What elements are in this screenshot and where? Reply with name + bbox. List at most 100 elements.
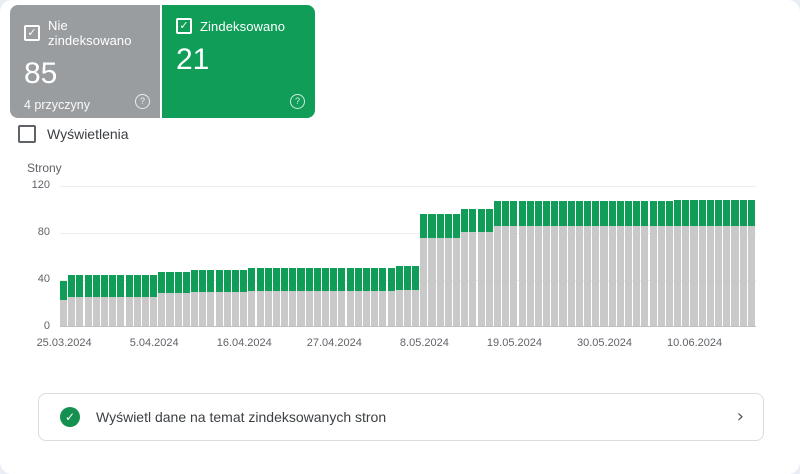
bar-segment-not-indexed bbox=[502, 226, 510, 326]
bar-segment-not-indexed bbox=[551, 226, 559, 326]
bar-segment-not-indexed bbox=[240, 291, 248, 326]
bar-segment-not-indexed bbox=[608, 226, 616, 326]
bar bbox=[747, 200, 755, 326]
bar-segment-indexed bbox=[92, 275, 100, 297]
bar bbox=[502, 201, 510, 326]
bar bbox=[166, 271, 174, 326]
bar bbox=[543, 201, 551, 326]
bar-segment-indexed bbox=[600, 201, 608, 227]
bar-segment-not-indexed bbox=[674, 226, 682, 326]
bar-segment-indexed bbox=[150, 275, 158, 297]
bar-segment-indexed bbox=[338, 268, 346, 291]
bar bbox=[616, 201, 624, 326]
bar bbox=[731, 200, 739, 326]
x-tick-label: 19.05.2024 bbox=[486, 337, 542, 349]
bar-segment-indexed bbox=[362, 268, 371, 291]
bar-segment-not-indexed bbox=[698, 226, 706, 326]
bar-segment-indexed bbox=[412, 266, 420, 290]
view-indexed-data-banner[interactable]: ✓ Wyświetl dane na temat zindeksowanych … bbox=[38, 393, 764, 441]
bar-segment-indexed bbox=[256, 268, 264, 291]
bar-segment-not-indexed bbox=[592, 226, 600, 326]
chevron-right-icon[interactable]: › bbox=[736, 406, 744, 427]
bar-segment-indexed bbox=[199, 269, 207, 292]
bar-segment-indexed bbox=[354, 268, 362, 291]
bar-segment-not-indexed bbox=[616, 226, 624, 326]
bar-segment-indexed bbox=[444, 214, 452, 238]
bar bbox=[510, 201, 518, 326]
bar-segment-indexed bbox=[485, 208, 493, 232]
bar bbox=[575, 201, 583, 326]
bar bbox=[231, 269, 240, 326]
bar-segment-not-indexed bbox=[305, 290, 313, 326]
bar-segment-indexed bbox=[715, 200, 723, 227]
bar bbox=[109, 275, 117, 326]
bar bbox=[657, 201, 665, 326]
bar-segment-not-indexed bbox=[191, 291, 199, 326]
bar-segment-not-indexed bbox=[690, 226, 698, 326]
bar-segment-not-indexed bbox=[141, 296, 149, 326]
bar-segment-indexed bbox=[371, 268, 379, 291]
bar-segment-indexed bbox=[166, 271, 174, 294]
help-icon[interactable]: ? bbox=[290, 94, 305, 109]
bar bbox=[133, 275, 141, 326]
bar-segment-not-indexed bbox=[297, 290, 305, 326]
bar-segment-indexed bbox=[281, 268, 289, 291]
bar bbox=[477, 208, 485, 326]
bar-segment-indexed bbox=[723, 200, 731, 227]
bar bbox=[715, 200, 723, 326]
help-icon[interactable]: ? bbox=[135, 94, 150, 109]
bar bbox=[665, 201, 673, 326]
bar bbox=[371, 268, 379, 326]
bar-segment-indexed bbox=[109, 275, 117, 297]
bar-segment-not-indexed bbox=[395, 289, 403, 326]
bar-segment-not-indexed bbox=[68, 296, 76, 326]
bar-segment-not-indexed bbox=[518, 226, 526, 326]
card-indexed[interactable]: ✓ Zindeksowano 21 ? bbox=[162, 5, 315, 118]
bar bbox=[84, 275, 92, 326]
bar-segment-indexed bbox=[698, 200, 706, 227]
card-not-indexed-subtitle: 4 przyczyny bbox=[24, 98, 90, 112]
bar bbox=[207, 269, 215, 326]
x-tick-label: 10.06.2024 bbox=[667, 337, 723, 349]
bar-segment-not-indexed bbox=[330, 290, 338, 326]
bar-segment-indexed bbox=[182, 271, 190, 294]
bar-segment-indexed bbox=[575, 201, 583, 227]
bar-segment-indexed bbox=[322, 268, 330, 291]
bar bbox=[272, 268, 280, 326]
bar-segment-not-indexed bbox=[469, 232, 477, 326]
bar-segment-not-indexed bbox=[84, 296, 92, 326]
bar-segment-indexed bbox=[420, 214, 428, 238]
checkbox-indexed[interactable]: ✓ bbox=[176, 18, 192, 34]
bar-segment-not-indexed bbox=[346, 290, 354, 326]
bar-segment-not-indexed bbox=[485, 232, 493, 326]
checkbox-impressions[interactable] bbox=[18, 125, 36, 143]
bar bbox=[240, 269, 248, 326]
bar-segment-not-indexed bbox=[526, 226, 534, 326]
banner-text: Wyświetl dane na temat zindeksowanych st… bbox=[96, 409, 387, 425]
bar bbox=[493, 201, 502, 326]
impressions-toggle[interactable]: Wyświetlenia bbox=[18, 125, 129, 143]
bar-segment-not-indexed bbox=[665, 226, 673, 326]
bar-segment-not-indexed bbox=[731, 226, 739, 326]
bar-segment-not-indexed bbox=[534, 226, 542, 326]
card-not-indexed[interactable]: ✓ Nie zindeksowano 85 4 przyczyny ? bbox=[10, 5, 160, 118]
x-tick-label: 25.03.2024 bbox=[36, 337, 92, 349]
bar bbox=[387, 268, 395, 326]
bar bbox=[174, 271, 182, 326]
bar-segment-indexed bbox=[428, 214, 436, 238]
x-tick-label: 30.05.2024 bbox=[576, 337, 633, 349]
bar bbox=[682, 200, 690, 326]
plot-area[interactable] bbox=[60, 186, 756, 327]
bar-segment-indexed bbox=[133, 275, 141, 297]
bar bbox=[182, 271, 190, 326]
bar bbox=[199, 269, 207, 326]
bar bbox=[674, 200, 682, 326]
bar bbox=[559, 201, 567, 326]
bar-segment-not-indexed bbox=[117, 296, 125, 326]
bar-segment-indexed bbox=[747, 200, 755, 227]
bar bbox=[428, 214, 436, 326]
checkbox-not-indexed[interactable]: ✓ bbox=[24, 25, 40, 41]
bar-segment-indexed bbox=[584, 201, 592, 227]
bar bbox=[485, 208, 493, 326]
